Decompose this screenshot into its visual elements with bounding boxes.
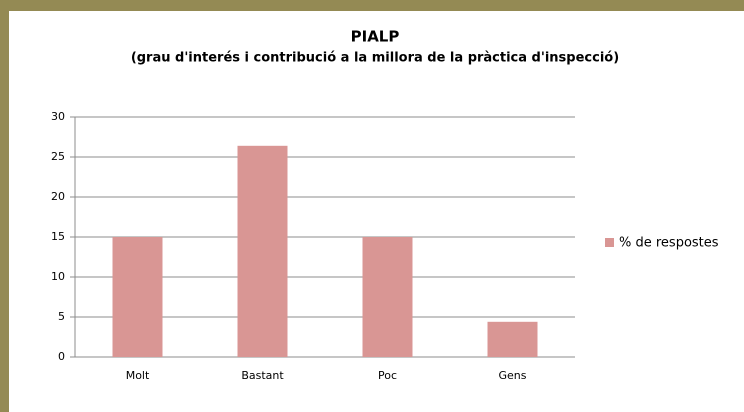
y-tick-label: 20 — [51, 190, 65, 203]
x-tick-label: Molt — [126, 369, 150, 382]
y-tick-label: 0 — [58, 350, 65, 363]
y-tick-label: 15 — [51, 230, 65, 243]
chart-title: PIALP — [351, 28, 400, 46]
y-tick-label: 10 — [51, 270, 65, 283]
bar — [487, 321, 538, 357]
bar — [112, 237, 163, 357]
legend-swatch — [605, 238, 614, 247]
bar — [362, 237, 413, 357]
chart-subtitle: (grau d'interés i contribució a la millo… — [131, 51, 619, 66]
y-tick-label: 30 — [51, 110, 65, 123]
x-tick-label: Poc — [378, 369, 397, 382]
x-tick-label: Bastant — [241, 369, 284, 382]
frame-top — [0, 0, 744, 11]
y-tick-label: 25 — [51, 150, 65, 163]
y-tick-label: 5 — [58, 310, 65, 323]
frame-left — [0, 0, 9, 412]
bar — [237, 145, 288, 357]
x-tick-label: Gens — [499, 369, 527, 382]
legend-label: % de respostes — [619, 236, 719, 251]
